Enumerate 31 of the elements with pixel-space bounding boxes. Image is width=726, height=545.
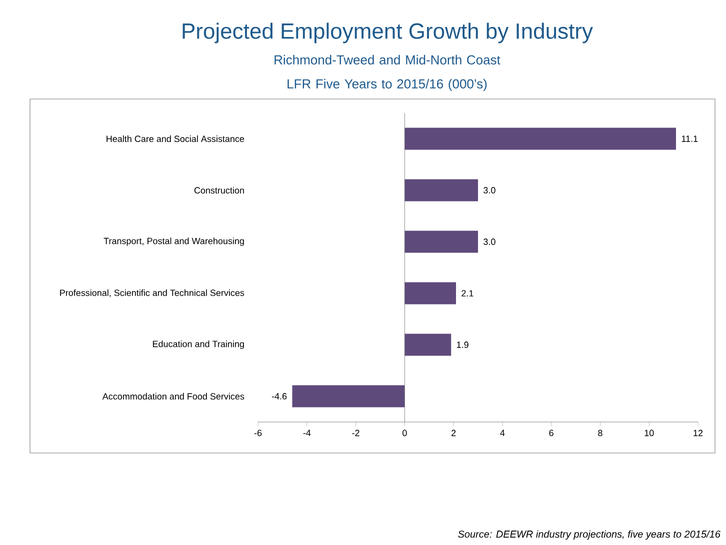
data-label: 3.0 bbox=[484, 187, 496, 194]
bar bbox=[404, 282, 456, 304]
bar bbox=[404, 179, 478, 202]
x-tick-label: -4 bbox=[303, 430, 311, 436]
x-tick-label: 6 bbox=[549, 430, 554, 436]
data-label: -4.6 bbox=[272, 393, 287, 400]
data-label: 3.0 bbox=[484, 238, 496, 245]
x-tick-label: 0 bbox=[402, 430, 407, 436]
data-label: 2.1 bbox=[462, 290, 474, 296]
chart-subtitle: Richmond-Tweed and Mid-North Coast LFR Five Years to 2015/16 (000’s) bbox=[274, 54, 500, 92]
y-tick-label: Health Care and Social Assistance bbox=[106, 135, 244, 142]
y-tick-label: Accommodation and Food Services bbox=[102, 392, 244, 400]
y-tick-label: Transport, Postal and Warehousing bbox=[104, 238, 244, 246]
x-tick-label: 10 bbox=[644, 430, 654, 436]
bar bbox=[404, 334, 452, 356]
x-tick-label: 12 bbox=[694, 430, 703, 436]
x-tick-label: -2 bbox=[352, 430, 360, 436]
data-label: 1.9 bbox=[457, 342, 468, 348]
bar bbox=[292, 385, 405, 408]
y-tick-label: Education and Training bbox=[152, 340, 244, 349]
data-label: 11.1 bbox=[682, 136, 698, 142]
x-tick-label: 4 bbox=[500, 430, 505, 436]
x-tick-label: 8 bbox=[598, 430, 602, 436]
x-tick-label: 2 bbox=[452, 430, 456, 436]
bar bbox=[404, 230, 478, 253]
source-note: Source: DEEWR industry projections, five years to 2015/16 bbox=[458, 530, 720, 540]
y-tick-label: Professional, Scientific and Technical Services bbox=[60, 289, 244, 298]
y-tick-label: Construction bbox=[194, 186, 244, 194]
chart-title: Projected Employment Growth by Industry bbox=[182, 22, 593, 44]
bar bbox=[404, 128, 676, 150]
x-tick-label: -6 bbox=[254, 430, 262, 436]
